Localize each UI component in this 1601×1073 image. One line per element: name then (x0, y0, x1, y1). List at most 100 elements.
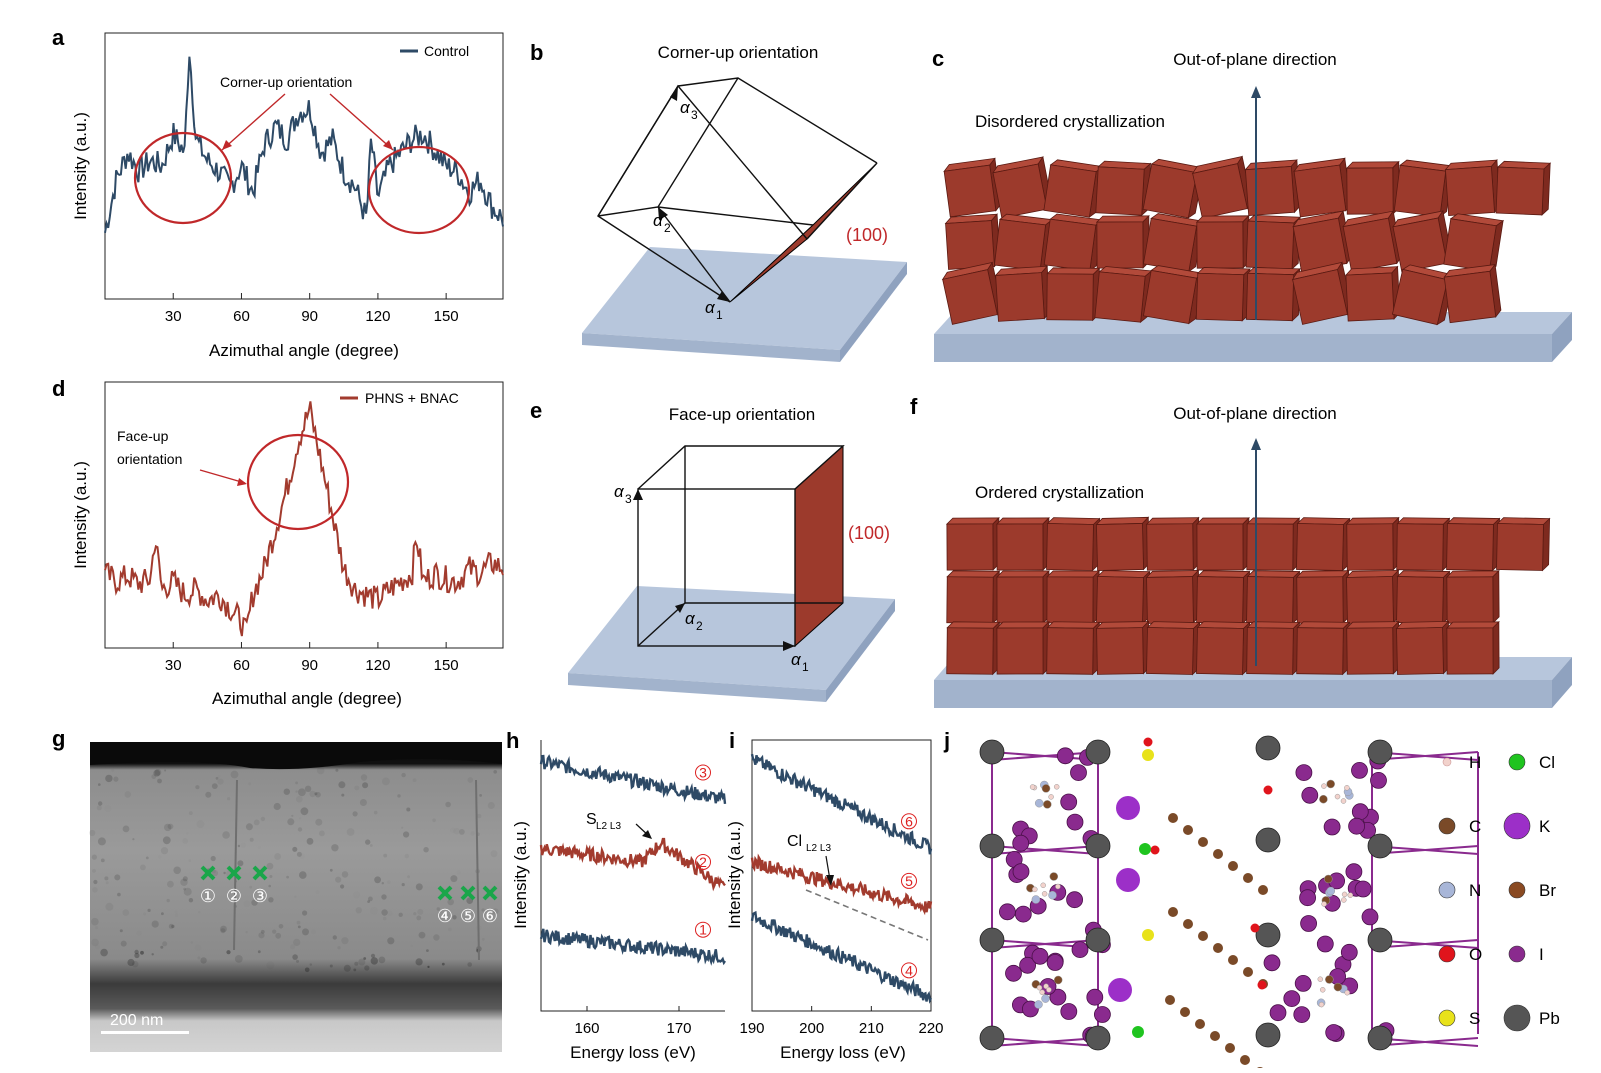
chart-h-axes (540, 740, 725, 1012)
tem-speckle-dot (131, 872, 139, 880)
ordered-cube (1046, 517, 1101, 572)
tem-speckle-dot (450, 875, 458, 883)
atom-C (1258, 885, 1268, 895)
tem-speckle-dot (381, 909, 388, 916)
tem-speckle-dot (315, 791, 321, 798)
atom-I (1283, 990, 1301, 1007)
atom-Pb (979, 1025, 1005, 1051)
tem-speckle-dot (436, 907, 440, 911)
disordered-cube (1094, 266, 1153, 324)
atom-O (1250, 923, 1260, 933)
atom-S (1142, 929, 1154, 941)
panel-label-i: i (729, 728, 735, 753)
chart-a: Control Corner-up orientation 30 60 90 120 1… (71, 32, 504, 360)
tem-speckle-dot (92, 869, 96, 873)
atom-I (1299, 889, 1316, 907)
annotation-face-up-line2: orientation (117, 451, 182, 467)
atom-I (1070, 764, 1087, 781)
panel-f-diagram: Out-of-plane direction Ordered crystalli… (934, 404, 1572, 708)
tem-speckle-dot (382, 916, 387, 921)
tem-speckle-dot (124, 791, 132, 798)
series-line-h-1 (539, 837, 726, 892)
ordered-cube (946, 621, 1001, 676)
marker-cross-right-2 (482, 885, 498, 901)
tem-speckle-dot (296, 959, 299, 963)
tem-speckle-dot (341, 871, 349, 878)
disordered-cube (1293, 157, 1352, 218)
tem-speckle-dot (302, 928, 309, 936)
annotation-arrowhead-left (222, 140, 232, 150)
tem-speckle-dot (188, 811, 193, 816)
atom-I (1345, 863, 1363, 881)
atom-I (1012, 863, 1030, 880)
axis-sub-a2-b: 2 (664, 221, 671, 235)
panel-b-diagram: Corner-up orientation (100) α 1 α 2 α 3 (582, 43, 907, 362)
axis-sub-a3-b: 3 (691, 108, 698, 122)
tem-speckle-dot (297, 925, 301, 929)
tem-speckle-dot (354, 785, 360, 791)
chart-d-ylabel: Intensity (a.u.) (71, 461, 90, 569)
chart-h: 3 2 1 160 170 S L2 L3 Energy loss (eV) Inte… (511, 740, 727, 1062)
ordered-cube (1195, 516, 1250, 571)
atom-C (1183, 919, 1193, 929)
tem-speckle-dot (200, 957, 207, 964)
tem-speckle-dot (180, 878, 188, 886)
series-marker-circle-i-1 (901, 872, 917, 889)
chart-i-annotation-arrowhead (826, 875, 834, 886)
series-marker-h-1: 2 (699, 854, 707, 870)
tem-speckle-dot (412, 778, 417, 782)
tem-speckle-dot (157, 778, 162, 784)
tem-speckle-dot (248, 782, 252, 786)
panel-label-b: b (530, 40, 543, 65)
annotation-arrow-right (329, 93, 394, 151)
chart-h-annotation-arrowhead (642, 830, 652, 839)
ordered-cube (1046, 621, 1101, 676)
ordered-cube (1246, 570, 1301, 625)
tem-speckle-dot (329, 868, 333, 872)
atom-C (1319, 794, 1328, 804)
tem-speckle-dot (272, 929, 277, 934)
legend-swatch-O (1438, 945, 1456, 963)
atom-I (1049, 988, 1067, 1006)
substrate-f-side (1552, 657, 1572, 708)
panel-j-structure: H Cl C K N Br O I S Pb (979, 735, 1560, 1073)
tem-speckle-dot (198, 911, 200, 913)
tem-speckle-dot (134, 949, 139, 955)
tem-speckle-dot (230, 770, 239, 779)
substrate-b-top (582, 247, 907, 350)
atom-I (1269, 1004, 1287, 1022)
legend-label-H: H (1469, 753, 1481, 772)
disordered-cube (1444, 159, 1501, 216)
tem-speckle-dot (340, 884, 345, 889)
tem-speckle-dot (151, 774, 157, 780)
ordered-cube (1296, 621, 1351, 676)
ordered-cube (1096, 570, 1151, 625)
axis-a2-head-b (658, 207, 668, 220)
series-marker-circle-i-0 (901, 813, 917, 830)
atom-N (1034, 1000, 1043, 1009)
tem-speckle-dot (251, 899, 258, 906)
atom-H (1340, 798, 1347, 804)
atom-I (1094, 1006, 1111, 1023)
tem-speckle-dot (151, 920, 159, 928)
disordered-cube (941, 261, 1003, 325)
tem-speckle-dot (273, 802, 281, 811)
ordered-cube (1095, 620, 1150, 675)
tem-speckle-dot (426, 949, 429, 952)
atom-H (1334, 793, 1341, 800)
series-marker-circle-i-2 (901, 962, 917, 979)
disordered-cube (1443, 213, 1505, 273)
x-tick-label-a: 120 (365, 308, 390, 325)
atom-C (1228, 955, 1238, 965)
atom-I (1066, 891, 1083, 909)
marker-cross-right-1 (460, 885, 476, 901)
tem-speckle-dot (370, 953, 376, 958)
tem-speckle-dot (331, 844, 339, 852)
atom-I (1056, 747, 1074, 765)
tem-speckle-dot (104, 805, 111, 812)
tem-speckle-dot (211, 783, 218, 789)
series-marker-h-2: 1 (699, 922, 707, 938)
disordered-cube (1095, 160, 1152, 217)
atom-I (1300, 915, 1317, 932)
legend-label-Cl: Cl (1539, 753, 1555, 772)
